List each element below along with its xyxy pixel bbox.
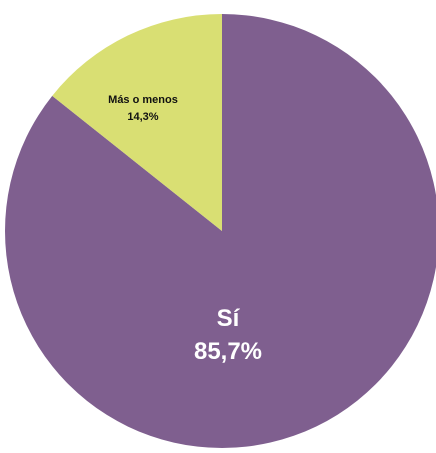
slice-value-mas-o-menos: 14,3% <box>127 111 158 123</box>
pie-slice-mas-o-menos <box>52 14 223 231</box>
pie-slices <box>5 14 436 448</box>
slice-label-si: Sí <box>217 305 241 332</box>
pie-labels: Sí 85,7% Más o menos 14,3% <box>108 94 262 365</box>
slice-label-mas-o-menos: Más o menos <box>108 94 178 106</box>
pie-slice-si <box>5 14 436 448</box>
slice-value-si: 85,7% <box>194 338 262 365</box>
